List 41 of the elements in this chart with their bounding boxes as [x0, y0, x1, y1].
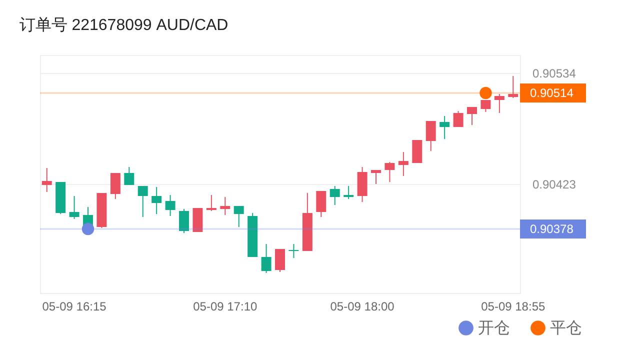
candlestick	[138, 186, 148, 218]
candlestick	[179, 208, 189, 234]
candlestick	[440, 116, 450, 140]
candlestick	[344, 186, 354, 200]
candlestick	[275, 248, 285, 272]
candlestick	[384, 162, 395, 182]
candlestick	[453, 110, 464, 128]
candlestick	[165, 194, 176, 216]
candlestick	[467, 106, 477, 126]
candlestick	[192, 208, 203, 232]
candlestick	[412, 140, 422, 163]
candlestick	[261, 244, 272, 274]
x-tick-label: 05-09 18:55	[481, 300, 546, 314]
candlestick	[316, 190, 326, 218]
candlestick	[220, 196, 230, 216]
candlestick	[480, 100, 491, 112]
candlestick	[42, 168, 52, 192]
candlestick	[494, 94, 504, 114]
ref-line-label: 0.90514	[530, 86, 574, 100]
candlestick	[110, 172, 120, 200]
candlestick	[206, 194, 216, 212]
y-tick-label: 0.90534	[532, 66, 576, 80]
candlestick	[152, 186, 162, 214]
candlestick	[398, 152, 408, 176]
legend-label: 平仓	[550, 320, 582, 337]
candlestick	[371, 170, 381, 184]
candlestick	[426, 120, 436, 152]
candlestick	[124, 166, 134, 186]
legend-label: 开仓	[478, 320, 510, 337]
candlestick	[357, 166, 368, 202]
candlestick	[69, 196, 80, 220]
candlestick	[288, 244, 299, 258]
candlestick	[234, 206, 244, 228]
chart-title: 订单号 221678099 AUD/CAD	[19, 16, 228, 34]
candlestick	[508, 76, 518, 98]
x-tick-label: 05-09 18:00	[330, 300, 395, 314]
x-tick-label: 05-09 16:15	[42, 300, 107, 314]
x-tick-label: 05-09 17:10	[193, 300, 258, 314]
ref-line-label: 0.90378	[530, 222, 574, 236]
candlestick	[330, 186, 340, 206]
y-tick-label: 0.90423	[532, 178, 576, 192]
